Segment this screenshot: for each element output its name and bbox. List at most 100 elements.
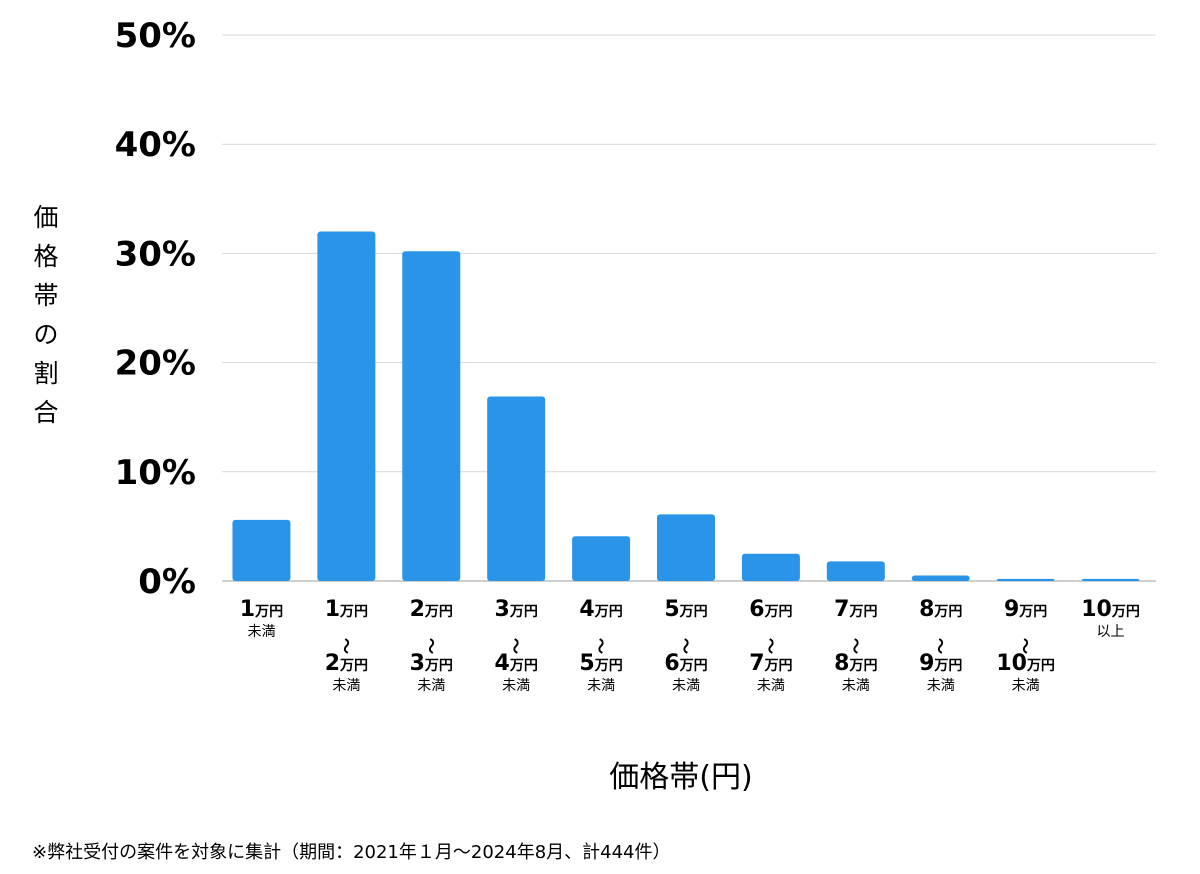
range-suffix: 未満 <box>587 678 615 694</box>
x-axis-categories: 1万円未満1万円〜2万円未満2万円〜3万円未満3万円〜4万円未満4万円〜5万円未… <box>240 597 1140 694</box>
bar <box>487 396 546 581</box>
x-axis-label: 価格帯(円) <box>609 760 752 795</box>
range-bound: 5万円 <box>579 651 622 676</box>
range-number: 8 <box>834 651 849 676</box>
range-suffix: 未満 <box>757 678 785 694</box>
bar <box>572 536 631 581</box>
range-unit: 万円 <box>339 658 368 674</box>
range-number: 3 <box>410 651 425 676</box>
footnote: ※弊社受付の案件を対象に集計（期間：2021年１月〜2024年8月、計444件） <box>32 842 671 863</box>
range-bound: 2万円 <box>325 651 368 676</box>
range-bound: 1万円 <box>325 597 368 622</box>
range-number: 2 <box>325 651 340 676</box>
range-unit: 万円 <box>254 604 283 620</box>
range-bound: 4万円 <box>579 597 622 622</box>
range-unit: 万円 <box>764 604 793 620</box>
range-unit: 万円 <box>679 604 708 620</box>
y-axis-ticks: 0% 10% 20% 30% 40% 50% <box>115 16 196 602</box>
range-bound: 5万円 <box>664 597 707 622</box>
range-bound: 10万円 <box>996 651 1055 676</box>
range-bound: 6万円 <box>749 597 792 622</box>
y-tick-label: 40% <box>115 125 196 165</box>
range-bound: 8万円 <box>834 651 877 676</box>
range-number: 9 <box>1004 597 1019 622</box>
range-bound: 8万円 <box>919 597 962 622</box>
bar <box>996 578 1055 581</box>
range-unit: 万円 <box>764 658 793 674</box>
range-number: 6 <box>664 651 679 676</box>
range-unit: 万円 <box>848 658 877 674</box>
range-unit: 万円 <box>509 658 538 674</box>
y-tick-label: 30% <box>115 234 196 274</box>
range-unit: 万円 <box>1018 604 1047 620</box>
range-unit: 万円 <box>424 604 453 620</box>
range-suffix: 未満 <box>672 678 700 694</box>
range-number: 5 <box>579 651 594 676</box>
range-number: 7 <box>749 651 764 676</box>
range-bound: 3万円 <box>495 597 538 622</box>
range-unit: 万円 <box>1026 658 1055 674</box>
range-suffix: 未満 <box>417 678 445 694</box>
range-unit: 万円 <box>509 604 538 620</box>
range-suffix: 未満 <box>842 678 870 694</box>
range-bound: 7万円 <box>834 597 877 622</box>
range-separator: 〜 <box>676 638 695 654</box>
range-number: 5 <box>664 597 679 622</box>
range-unit: 万円 <box>933 604 962 620</box>
range-suffix: 以上 <box>1097 624 1125 640</box>
range-number: 10 <box>1081 597 1112 622</box>
y-tick-label: 20% <box>115 344 196 384</box>
bar <box>232 519 291 581</box>
range-number: 4 <box>495 651 510 676</box>
y-tick-label: 10% <box>115 453 196 493</box>
y-axis-label-text: 価格帯の割合 <box>33 203 58 427</box>
range-number: 4 <box>579 597 594 622</box>
range-unit: 万円 <box>424 658 453 674</box>
range-suffix: 未満 <box>927 678 955 694</box>
range-separator: 〜 <box>1016 638 1035 654</box>
range-bound: 1万円 <box>240 597 283 622</box>
range-unit: 万円 <box>339 604 368 620</box>
range-suffix: 未満 <box>332 678 360 694</box>
bar <box>317 231 376 581</box>
range-number: 7 <box>834 597 849 622</box>
range-separator: 〜 <box>846 638 865 654</box>
y-tick-label: 50% <box>115 16 196 56</box>
range-bound: 9万円 <box>1004 597 1047 622</box>
bar <box>1081 578 1140 581</box>
range-suffix: 未満 <box>1012 678 1040 694</box>
range-separator: 〜 <box>931 638 950 654</box>
range-unit: 万円 <box>594 658 623 674</box>
range-bound: 3万円 <box>410 651 453 676</box>
range-unit: 万円 <box>1111 604 1140 620</box>
range-bound: 6万円 <box>664 651 707 676</box>
range-number: 3 <box>495 597 510 622</box>
range-separator: 〜 <box>761 638 780 654</box>
range-separator: 〜 <box>591 638 610 654</box>
bar <box>741 553 800 581</box>
bar <box>402 251 461 581</box>
range-number: 2 <box>410 597 425 622</box>
range-bound: 7万円 <box>749 651 792 676</box>
range-number: 1 <box>325 597 340 622</box>
range-number: 1 <box>240 597 255 622</box>
range-unit: 万円 <box>594 604 623 620</box>
range-number: 8 <box>919 597 934 622</box>
range-number: 6 <box>749 597 764 622</box>
y-tick-label: 0% <box>138 562 196 602</box>
range-number: 10 <box>996 651 1027 676</box>
range-suffix: 未満 <box>247 624 275 640</box>
range-bound: 4万円 <box>495 651 538 676</box>
range-suffix: 未満 <box>502 678 530 694</box>
range-separator: 〜 <box>506 638 525 654</box>
